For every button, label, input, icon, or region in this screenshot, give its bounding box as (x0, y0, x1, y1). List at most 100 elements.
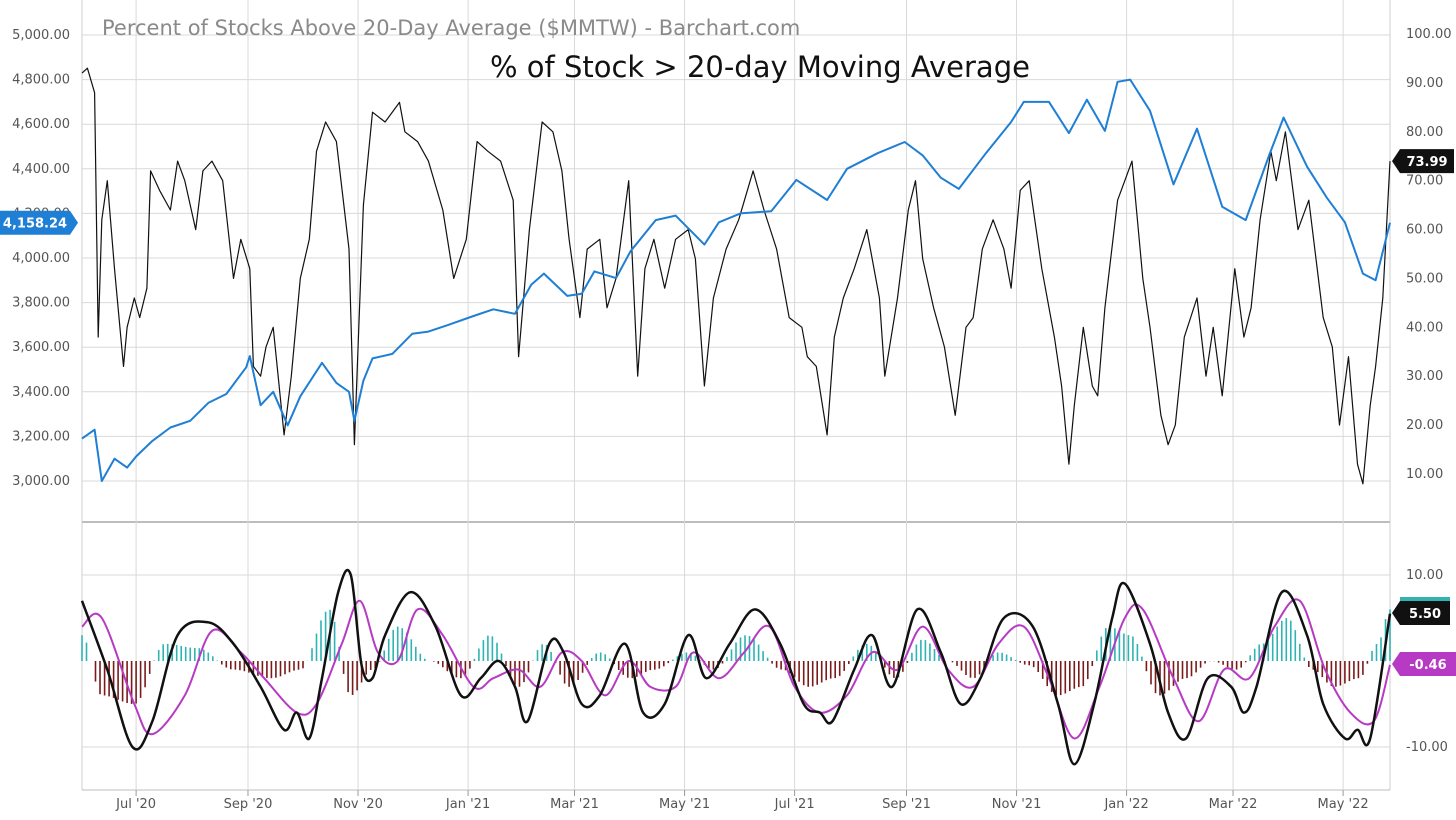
histogram-bar (85, 642, 88, 661)
histogram-bar (1258, 644, 1260, 661)
left-axis-tick-label: 3,000.00 (12, 474, 70, 489)
x-axis-tick-label: Mar '22 (1209, 797, 1258, 812)
histogram-bar (270, 661, 273, 679)
histogram-bar (599, 652, 602, 661)
right-axis-tick-label: 30.00 (1406, 369, 1443, 384)
histogram-bar (829, 661, 832, 679)
histogram-bar (351, 661, 354, 695)
histogram-bar (333, 622, 336, 661)
histogram-bar (861, 645, 864, 661)
histogram-bar (825, 661, 827, 681)
histogram-bar (365, 661, 367, 675)
histogram-bar (257, 661, 259, 676)
histogram-bar (162, 644, 164, 661)
histogram-bar (924, 640, 927, 661)
histogram-bar (996, 652, 999, 661)
histogram-bar (1344, 661, 1346, 684)
histogram-bar (360, 661, 363, 683)
histogram-bar (1308, 661, 1310, 667)
histogram-bar (148, 661, 151, 674)
histogram-bar (419, 653, 422, 661)
x-axis-tick-label: May '21 (659, 797, 710, 812)
histogram-bar (239, 661, 241, 671)
histogram-bar (640, 661, 643, 675)
histogram-bar (595, 653, 597, 661)
histogram-bar (933, 649, 936, 661)
x-axis-tick-label: May '22 (1318, 797, 1369, 812)
histogram-bar (536, 650, 539, 661)
histogram-bar (608, 658, 611, 661)
histogram-bar (157, 649, 160, 661)
histogram-bar (1069, 661, 1071, 692)
histogram-bar (437, 661, 440, 664)
histogram-bar (216, 660, 219, 661)
histogram-bar (464, 661, 467, 676)
histogram-bar (81, 635, 83, 661)
histogram-bar (153, 660, 155, 661)
histogram-bar (175, 645, 178, 661)
histogram-bar (1267, 640, 1269, 661)
histogram-bar (992, 655, 994, 661)
histogram-bar (500, 653, 503, 661)
left-axis-tick-label: 3,600.00 (12, 340, 70, 355)
histogram-bar (1123, 633, 1125, 661)
histogram-bar (983, 661, 985, 669)
x-axis-tick-label: Jan '22 (1103, 797, 1148, 812)
histogram-bar (969, 661, 972, 678)
histogram-bar (1010, 657, 1012, 661)
histogram-bar (559, 661, 561, 675)
histogram-bar (1064, 661, 1067, 694)
histogram-bar (1190, 661, 1193, 677)
histogram-bar (392, 629, 394, 661)
histogram-bar (473, 658, 476, 661)
x-axis-tick-label: Jul '20 (115, 797, 156, 812)
histogram-bar (144, 661, 146, 688)
histogram-bar (410, 639, 413, 661)
histogram-bar (1150, 661, 1152, 685)
histogram-bar (1132, 636, 1134, 661)
histogram-bar (347, 661, 349, 693)
histogram-bar (505, 661, 507, 666)
histogram-bar (1168, 661, 1170, 691)
histogram-bar (1321, 661, 1324, 678)
x-axis-tick-label: Nov '21 (992, 797, 1042, 812)
histogram-bar (99, 661, 101, 695)
histogram-bar (288, 661, 291, 673)
histogram-bar (455, 661, 458, 678)
left-axis-tick-label: 4,800.00 (12, 73, 70, 88)
histogram-bar (469, 661, 471, 669)
histogram-bar (1041, 661, 1044, 679)
histogram-bar (1055, 661, 1057, 696)
histogram-bar (194, 648, 196, 661)
right-percent-badge-shape (1392, 149, 1454, 174)
histogram-bar (771, 661, 773, 664)
histogram-bar (121, 661, 124, 702)
histogram-bar (1290, 620, 1292, 661)
histogram-bar (730, 649, 733, 661)
histogram-bar (433, 661, 435, 662)
histogram-bar (1276, 626, 1278, 661)
histogram-bar (320, 620, 322, 661)
histogram-bar (586, 661, 588, 665)
histogram-bar (712, 661, 715, 670)
histogram-bar (902, 661, 904, 672)
histogram-bar (302, 661, 304, 669)
histogram-bar (1028, 661, 1030, 666)
histogram-bar (965, 661, 967, 675)
right-axis-tick-label: 80.00 (1406, 125, 1443, 140)
histogram-bar (356, 661, 358, 691)
histogram-bar (117, 661, 119, 700)
right-axis-tick-label: 100.00 (1406, 27, 1452, 42)
histogram-bar (820, 661, 823, 683)
histogram-bar (532, 660, 534, 661)
histogram-bar (1249, 655, 1251, 661)
x-axis-tick-label: Jan '21 (445, 797, 490, 812)
x-axis-tick-label: Mar '21 (550, 797, 599, 812)
histogram-bar (1136, 644, 1139, 661)
histogram-bar (284, 661, 286, 675)
histogram-bar (189, 647, 191, 661)
histogram-bar (1317, 661, 1319, 673)
histogram-bar (482, 640, 485, 661)
histogram-bar (672, 659, 674, 661)
